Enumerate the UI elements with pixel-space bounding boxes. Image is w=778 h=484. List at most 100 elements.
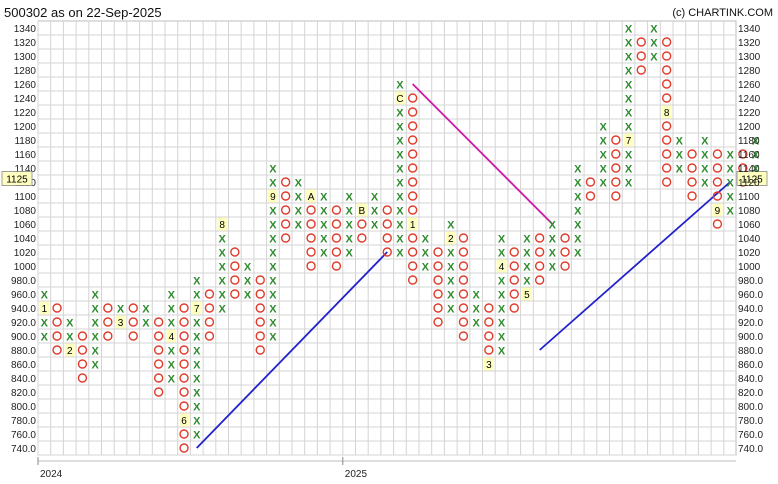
- x-mark: X: [472, 318, 480, 330]
- x-mark: X: [752, 150, 760, 162]
- o-mark: [407, 135, 418, 145]
- o-mark: [153, 387, 164, 397]
- x-mark: X: [599, 122, 607, 134]
- o-mark: [382, 219, 392, 229]
- x-mark: X: [523, 262, 531, 274]
- x-mark: X: [396, 150, 404, 162]
- o-mark: [128, 331, 138, 341]
- x-axis: 2024 2025: [37, 457, 736, 480]
- month-label-box: [115, 315, 126, 329]
- month-label: B: [359, 206, 366, 217]
- y-tick-label-right: 1180: [738, 136, 760, 147]
- month-label: 3: [118, 318, 124, 329]
- month-label-box: [39, 301, 50, 315]
- y-tick-label-right: 780.0: [738, 416, 763, 427]
- o-mark: [204, 317, 215, 327]
- x-mark: X: [345, 220, 353, 232]
- o-mark: [560, 261, 570, 271]
- o-mark: [77, 331, 88, 341]
- x-mark: X: [193, 360, 201, 372]
- o-mark: [661, 51, 672, 61]
- x-mark: X: [574, 248, 582, 260]
- y-tick-label-left: 1300: [14, 52, 37, 63]
- x-mark: X: [549, 234, 557, 246]
- o-mark: [280, 233, 291, 243]
- month-label: 8: [219, 220, 225, 231]
- o-mark: [534, 247, 545, 257]
- o-mark: [179, 401, 189, 411]
- month-label: 7: [626, 136, 632, 147]
- x-mark: X: [269, 290, 277, 302]
- month-label: C: [396, 94, 403, 105]
- current-price-label-left: 1125: [6, 175, 28, 186]
- x-mark: X: [498, 234, 506, 246]
- x-mark: X: [168, 360, 176, 372]
- x-mark: X: [396, 220, 404, 232]
- x-mark: X: [396, 248, 404, 260]
- x-mark: X: [752, 164, 760, 176]
- o-mark: [407, 191, 418, 201]
- x-mark: X: [320, 234, 328, 246]
- x-mark: X: [371, 192, 379, 204]
- o-mark: [661, 177, 672, 187]
- o-mark: [509, 275, 519, 285]
- o-mark: [407, 93, 418, 103]
- grid: [37, 20, 737, 456]
- x-mark: X: [574, 178, 582, 190]
- o-mark: [611, 149, 621, 159]
- o-mark: [534, 275, 545, 285]
- o-mark: [407, 233, 418, 243]
- x-mark: X: [701, 178, 709, 190]
- x-mark: X: [91, 304, 99, 316]
- o-mark: [230, 275, 240, 285]
- o-mark: [407, 107, 418, 117]
- y-tick-label-right: 1200: [738, 122, 761, 133]
- o-mark: [306, 233, 316, 243]
- o-mark: [484, 345, 494, 355]
- x-mark: X: [422, 234, 430, 246]
- x-mark: X: [650, 38, 658, 50]
- x-mark: X: [498, 346, 506, 358]
- x-tick-label: 2025: [345, 469, 368, 480]
- x-mark: X: [726, 192, 734, 204]
- y-tick-label-left: 1280: [14, 66, 37, 77]
- y-tick-label-right: 980.0: [738, 276, 763, 287]
- month-label-box: [661, 105, 672, 119]
- x-mark: X: [574, 206, 582, 218]
- x-mark: X: [726, 178, 734, 190]
- x-mark: X: [117, 304, 125, 316]
- o-mark: [407, 205, 418, 215]
- o-mark: [661, 163, 672, 173]
- x-mark: X: [726, 164, 734, 176]
- o-mark: [255, 317, 265, 327]
- y-tick-label-right: 1100: [738, 192, 760, 203]
- x-mark: X: [244, 290, 252, 302]
- chart-credit: (c) CHARTINK.COM: [672, 7, 773, 19]
- x-mark: X: [726, 150, 734, 162]
- x-mark: X: [701, 150, 709, 162]
- o-mark: [661, 37, 672, 47]
- x-mark: X: [168, 374, 176, 386]
- x-mark: X: [320, 220, 328, 232]
- o-mark: [280, 177, 291, 187]
- o-mark: [255, 275, 265, 285]
- o-mark: [687, 177, 697, 187]
- y-tick-label-right: 1220: [738, 108, 761, 119]
- o-mark: [52, 303, 62, 313]
- x-mark: X: [599, 150, 607, 162]
- o-mark: [712, 219, 723, 229]
- x-mark: X: [91, 360, 99, 372]
- month-label: 3: [486, 360, 492, 371]
- o-mark: [484, 331, 494, 341]
- o-mark: [331, 219, 342, 229]
- x-mark: X: [396, 178, 404, 190]
- x-mark: X: [625, 38, 633, 50]
- o-mark: [179, 359, 189, 369]
- y-tick-label-left: 1020: [14, 248, 37, 259]
- y-tick-label-left: 940.0: [11, 304, 36, 315]
- x-mark: X: [676, 136, 684, 148]
- month-label: 9: [715, 206, 721, 217]
- o-mark: [611, 191, 621, 201]
- support-trendline: [196, 251, 388, 449]
- o-mark: [179, 429, 189, 439]
